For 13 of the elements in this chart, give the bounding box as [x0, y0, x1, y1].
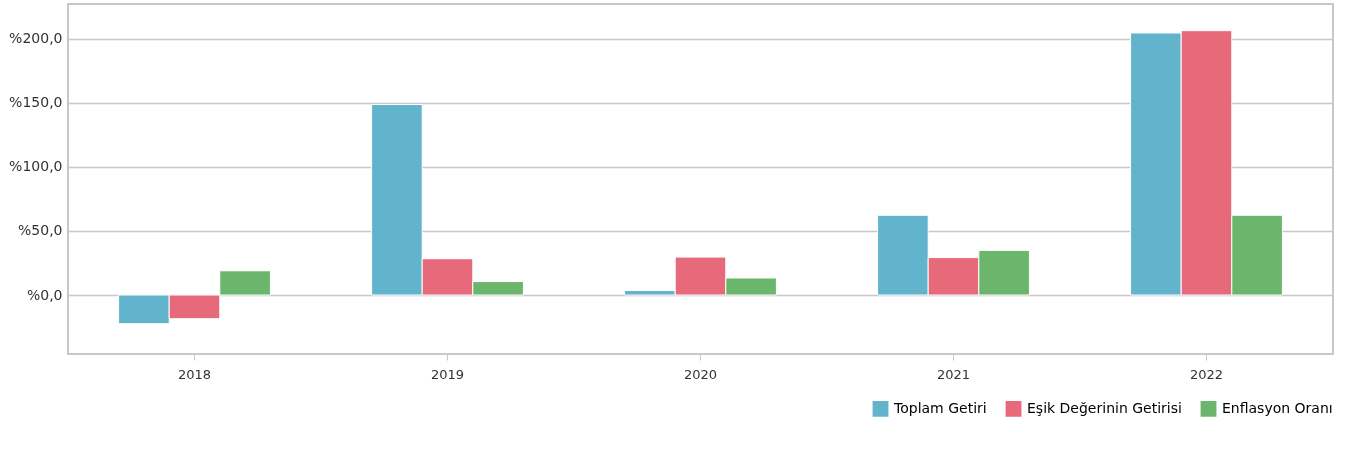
legend-label: Enflasyon Oranı [1222, 399, 1333, 416]
y-tick-label: %50,0 [18, 222, 63, 239]
y-tick-label: %100,0 [9, 158, 63, 175]
y-tick-label: %150,0 [9, 94, 63, 111]
y-tick-label: %200,0 [9, 30, 63, 47]
x-tick-label: 2022 [1189, 366, 1224, 382]
x-tick-label: 2019 [430, 366, 465, 382]
x-tick-label: 2020 [683, 366, 718, 382]
legend-label: Eşik Değerinin Getirisi [1027, 399, 1182, 416]
y-tick-label: %0,0 [26, 286, 63, 303]
x-tick-label: 2021 [936, 366, 971, 382]
x-tick-label: 2018 [177, 366, 212, 382]
legend-label: Toplam Getiri [893, 399, 987, 416]
